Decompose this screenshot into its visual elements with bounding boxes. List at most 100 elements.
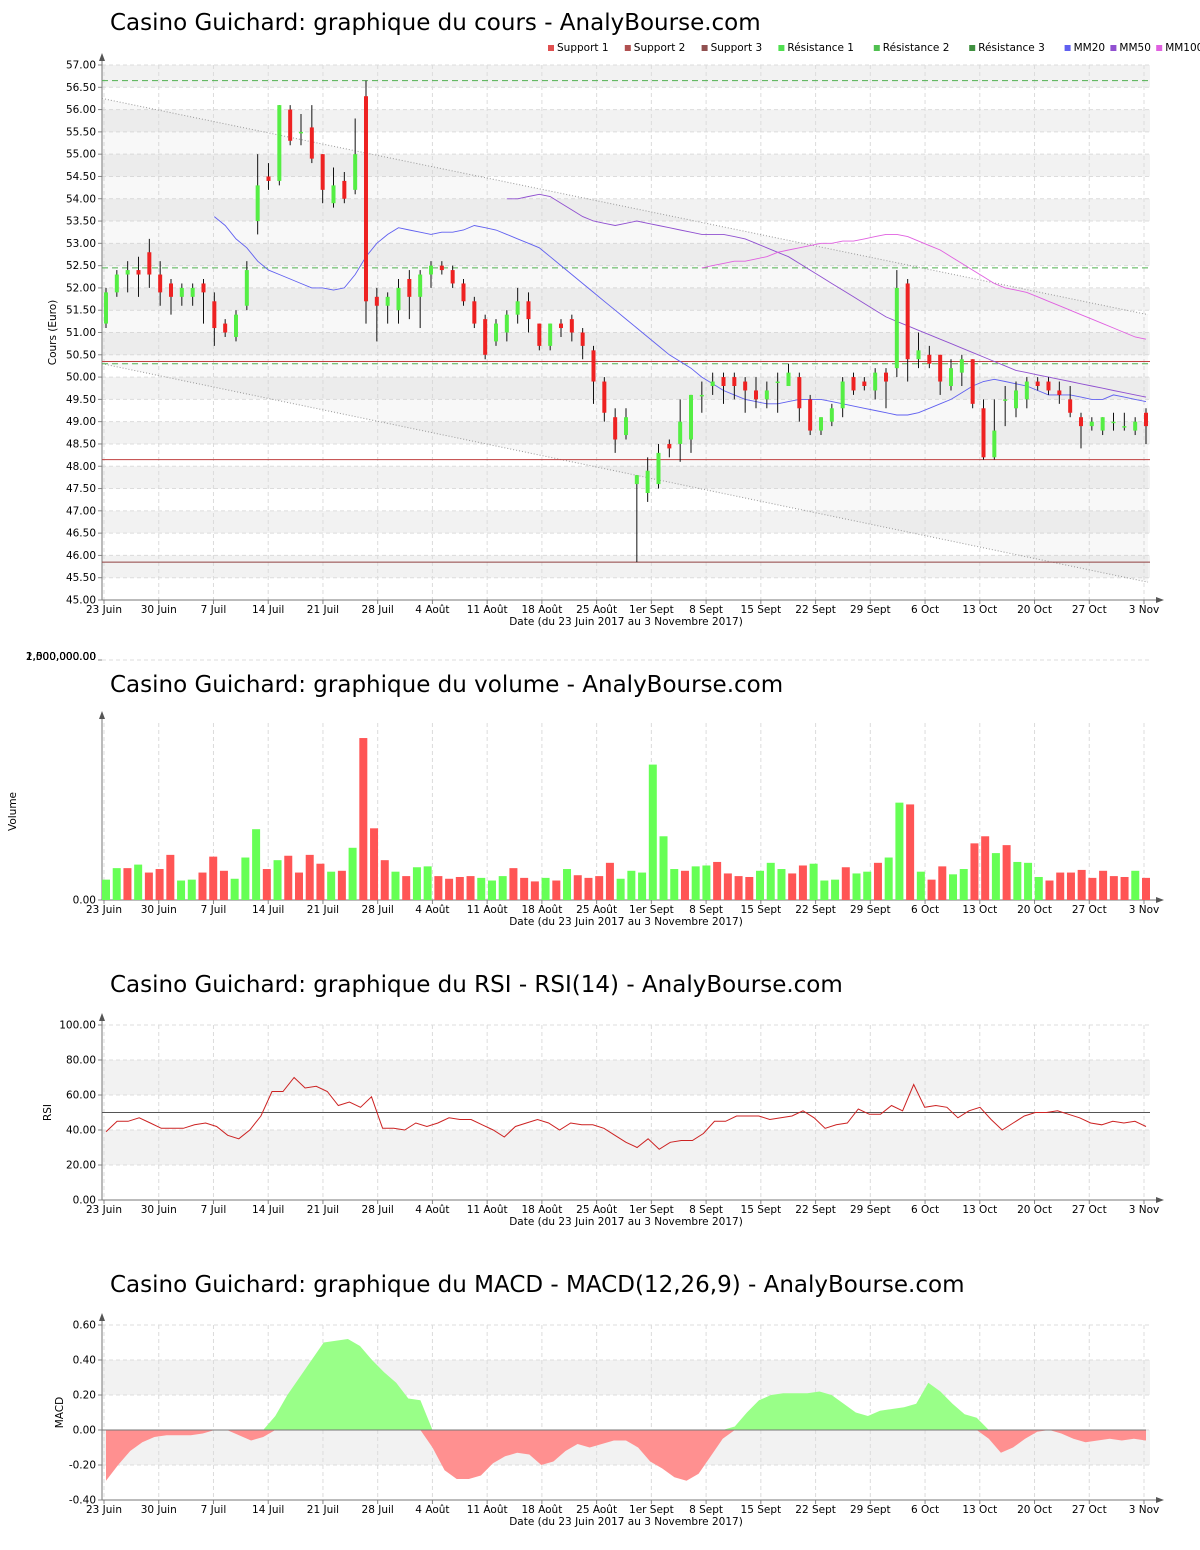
candle-body: [212, 301, 217, 329]
y-tick-label: 46.00: [66, 550, 96, 562]
y-tick-label: 51.50: [66, 305, 96, 317]
volume-chart-panel: Casino Guichard: graphique du volume - A…: [0, 651, 1200, 940]
volume-bar: [670, 869, 679, 900]
volume-bar: [434, 876, 443, 900]
candle-body: [277, 105, 282, 181]
volume-bar: [734, 876, 743, 900]
y-axis-label: Volume: [7, 792, 19, 831]
volume-bar: [680, 870, 689, 900]
x-tick-label: 23 Juin: [86, 604, 122, 616]
volume-bar: [1024, 862, 1033, 900]
volume-bar: [745, 876, 754, 900]
volume-bar: [713, 861, 722, 900]
candle-body: [385, 296, 390, 306]
candle-body: [537, 323, 542, 346]
legend-swatch: [548, 45, 554, 51]
x-tick-label: 13 Oct: [962, 1504, 997, 1516]
candle-body: [1024, 381, 1029, 400]
candle-body: [234, 314, 238, 337]
x-tick-label: 28 Juil: [362, 604, 394, 616]
volume-bar: [895, 802, 904, 900]
candle-body: [472, 301, 477, 324]
x-tick-label: 18 Août: [521, 1504, 562, 1516]
candle-body: [992, 430, 997, 458]
x-tick-label: 3 Nov: [1129, 904, 1160, 916]
volume-bar: [916, 871, 925, 900]
volume-bar: [187, 879, 196, 900]
x-tick-label: 22 Sept: [795, 904, 836, 916]
x-axis-arrow: [1156, 1197, 1164, 1203]
candle-body: [255, 185, 260, 222]
x-tick-label: 25 Août: [576, 1504, 617, 1516]
candle-body: [1122, 426, 1127, 428]
x-tick-label: 1er Sept: [629, 604, 674, 616]
y-tick-label: 52.50: [66, 260, 96, 272]
y-tick-label: 20.00: [66, 1160, 96, 1172]
volume-bar: [477, 877, 486, 900]
price-chart-panel: Casino Guichard: graphique du cours - An…: [0, 0, 1200, 640]
macd-chart: -0.40 -0.20 0.00 0.20 0.40 0.60 23 Juin 30 Juin…: [54, 1313, 1164, 1528]
candle-body: [429, 265, 433, 275]
candle-body: [1003, 399, 1008, 401]
volume-bar: [841, 867, 850, 900]
x-tick-label: 6 Oct: [911, 604, 939, 616]
volume-bar: [605, 862, 614, 900]
legend-swatch: [701, 45, 708, 51]
volume-bar: [112, 868, 121, 900]
volume-bar: [1013, 861, 1022, 900]
candle-body: [169, 283, 173, 297]
x-tick-label: 27 Oct: [1072, 904, 1107, 916]
candle-body: [689, 394, 693, 440]
x-tick-label: 27 Oct: [1072, 1204, 1107, 1216]
x-axis-label: Date (du 23 Juin 2017 au 3 Novembre 2017…: [509, 616, 743, 628]
y-tick-label: 0.00: [73, 1195, 96, 1207]
x-tick-label: 7 Juil: [201, 1204, 227, 1216]
y-tick-label: 1,000,000.00: [26, 651, 96, 663]
volume-bar: [219, 870, 228, 900]
candle-body: [396, 287, 401, 311]
x-tick-label: 20 Oct: [1017, 1204, 1052, 1216]
candle-body: [201, 283, 206, 293]
volume-bar: [423, 866, 432, 900]
y-tick-label: 46.50: [66, 528, 96, 540]
volume-bar: [305, 854, 314, 900]
x-tick-label: 21 Juil: [307, 904, 339, 916]
volume-bar: [509, 868, 518, 900]
y-tick-label: -0.40: [69, 1495, 96, 1507]
x-tick-label: 18 Août: [521, 904, 562, 916]
candle-body: [1100, 417, 1105, 431]
x-tick-label: 4 Août: [415, 904, 449, 916]
x-tick-label: 29 Sept: [850, 1204, 891, 1216]
x-tick-label: 29 Sept: [850, 604, 891, 616]
candle-body: [786, 372, 791, 386]
y-tick-label: 50.00: [66, 372, 96, 384]
candle-body: [266, 176, 271, 181]
volume-bar: [1034, 876, 1043, 900]
plot-band: [102, 1025, 1150, 1060]
candle-body: [1014, 390, 1018, 409]
x-tick-label: 22 Sept: [795, 1504, 836, 1516]
volume-bar: [166, 854, 175, 900]
candle-body: [873, 372, 878, 391]
x-tick-label: 13 Oct: [962, 604, 997, 616]
x-tick-label: 6 Oct: [911, 1504, 939, 1516]
x-tick-label: 22 Sept: [795, 1204, 836, 1216]
candle-body: [320, 154, 325, 190]
y-tick-label: 0.60: [73, 1320, 96, 1332]
candle-body: [569, 319, 574, 333]
candle-body: [450, 270, 455, 284]
x-tick-label: 8 Sept: [689, 1204, 723, 1216]
x-tick-label: 22 Sept: [795, 604, 836, 616]
legend-label: MM50: [1119, 42, 1150, 54]
x-tick-label: 4 Août: [415, 1504, 449, 1516]
y-axis-arrow: [99, 711, 105, 719]
plot-band: [102, 555, 1150, 578]
volume-bar: [1120, 876, 1129, 900]
y-tick-label: 55.50: [66, 126, 96, 138]
y-tick-label: 47.00: [66, 505, 96, 517]
candle-body: [147, 252, 152, 275]
candle-body: [559, 323, 563, 329]
volume-bar: [391, 871, 400, 900]
candle-body: [851, 377, 856, 391]
volume-bar: [1142, 877, 1150, 900]
